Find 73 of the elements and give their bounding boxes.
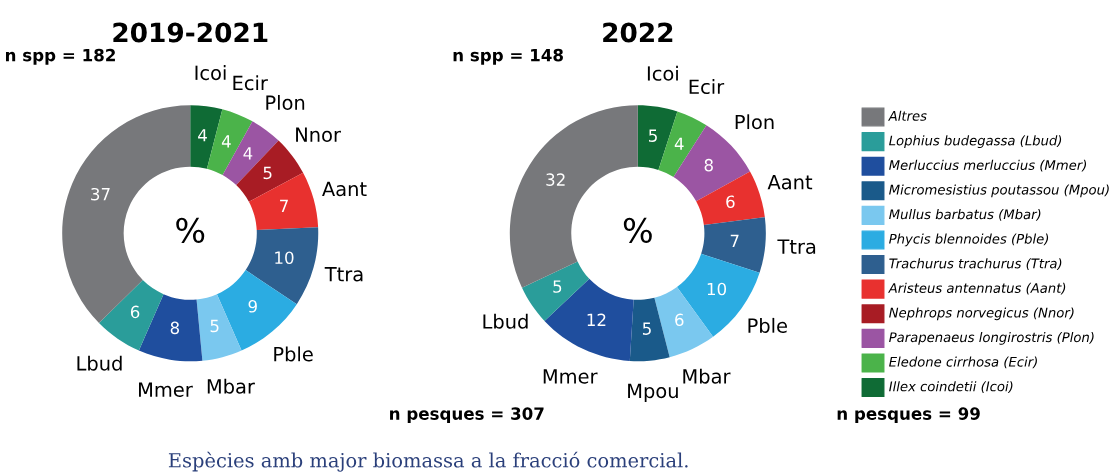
data-label: 5: [210, 319, 219, 333]
chart-title: 2022: [603, 22, 673, 43]
donut-slice: [544, 278, 634, 362]
data-label: 12: [587, 313, 606, 326]
data-label: 5: [553, 280, 562, 293]
slice-label: Aant: [322, 181, 367, 197]
data-label: 8: [170, 321, 180, 335]
data-label: 7: [730, 234, 739, 247]
category-label: Illex coindetii (Icoi): [889, 381, 1013, 393]
chart-title: 2019-2021: [113, 22, 268, 43]
category-label: Nephrops norvegicus (Nnor): [889, 307, 1074, 321]
slice-label: Icoi: [195, 65, 226, 81]
data-label: 32: [546, 173, 565, 186]
slice-label: Mmer: [543, 369, 598, 384]
slice-label: Aant: [767, 174, 813, 190]
donut-slice: [222, 121, 279, 186]
slice-label: Lbud: [77, 355, 122, 371]
slice-label: Plon: [735, 114, 774, 130]
slice-label: Nnor: [296, 127, 341, 142]
data-label: 6: [130, 305, 140, 319]
data-label: 4: [198, 129, 207, 142]
data-label: 9: [248, 300, 257, 313]
category-label: Altres: [888, 110, 927, 121]
slice-label: Plon: [266, 94, 305, 111]
text: n pesques = 307: [390, 407, 544, 424]
category-label: Mullus barbatus (Mbar): [889, 209, 1041, 221]
donut-slice: [701, 217, 766, 273]
data-label: 37: [91, 187, 110, 201]
donut-slice: [98, 279, 164, 351]
category-label: Merluccius merluccius (Mmer): [889, 159, 1087, 172]
category-label: Lophius budegassa (Lbud): [889, 135, 1062, 148]
slice-label: Icoi: [647, 65, 678, 81]
slice-label: Ecir: [233, 75, 268, 91]
donut-slice: [629, 297, 670, 362]
data-label: 4: [243, 147, 253, 160]
data-label: 10: [707, 282, 727, 296]
donut-slice: [190, 105, 223, 169]
data-label: 5: [649, 129, 657, 142]
slice-label: Mbar: [207, 378, 255, 394]
text: %: [623, 217, 652, 243]
category-label: Eledone cirrhosa (Ecir): [889, 356, 1037, 369]
data-label: 5: [263, 166, 272, 180]
data-label: 10: [275, 251, 294, 264]
slice-label: Pble: [274, 346, 313, 362]
text: n spp = 182: [5, 48, 115, 65]
data-label: 4: [221, 135, 231, 148]
slice-label: Ecir: [689, 79, 725, 95]
slice-label: Ttra: [777, 239, 816, 254]
slice-label: Lbud: [483, 313, 528, 329]
data-label: 4: [674, 137, 684, 150]
slice-label: Mpou: [628, 383, 678, 402]
slice-label: Mmer: [139, 382, 193, 397]
slice-label: Ttra: [324, 267, 363, 282]
data-label: 8: [704, 158, 713, 172]
slice-label: Mbar: [683, 368, 731, 384]
text: n spp = 148: [453, 48, 563, 65]
text: Espècies amb major biomassa a la fracció comercial.: [168, 451, 688, 472]
data-label: 5: [642, 322, 651, 335]
slice-label: Pble: [748, 317, 787, 333]
donut-slice: [138, 294, 203, 362]
donut-slice: [206, 109, 253, 176]
category-label: Phycis blennoides (Pble): [889, 233, 1049, 247]
donut-slice: [696, 171, 765, 225]
data-label: 7: [280, 199, 288, 212]
category-label: Trachurus trachurus (Ttra): [889, 258, 1062, 270]
category-label: Parapenaeus longirostris (Plon): [889, 331, 1094, 345]
category-label: Aristeus antennatus (Aant): [888, 282, 1066, 295]
data-label: 6: [675, 313, 684, 327]
donut-slice: [196, 294, 242, 361]
category-label: Micromesistius poutassou (Mpou): [889, 184, 1109, 198]
text: %: [176, 217, 205, 243]
data-label: 6: [726, 195, 735, 209]
text: n pesques = 99: [837, 407, 980, 424]
